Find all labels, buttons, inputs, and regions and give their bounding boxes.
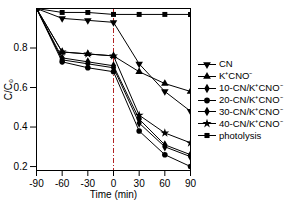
svg-text:-90: -90 bbox=[29, 178, 44, 189]
svg-text:Time (min): Time (min) bbox=[90, 189, 137, 200]
svg-text:C/C₀: C/C₀ bbox=[3, 79, 14, 100]
html-text:30-CN/K⁺CNO⁻: 30-CN/K⁺CNO⁻ bbox=[219, 105, 283, 117]
html-text:K⁺CNO⁻: K⁺CNO⁻ bbox=[219, 70, 253, 82]
svg-text:0.2: 0.2 bbox=[14, 161, 28, 172]
html-text:20-CN/K⁺CNO⁻: 20-CN/K⁺CNO⁻ bbox=[219, 94, 283, 106]
svg-text:0: 0 bbox=[111, 178, 117, 189]
svg-text:-30: -30 bbox=[81, 178, 96, 189]
svg-text:30: 30 bbox=[134, 178, 146, 189]
html-text:photolysis: photolysis bbox=[219, 129, 262, 141]
html-text:40-CN/K⁺CNO⁻: 40-CN/K⁺CNO⁻ bbox=[219, 117, 283, 129]
html-text:CN: CN bbox=[219, 58, 233, 70]
svg-text:0.8: 0.8 bbox=[14, 42, 28, 53]
svg-text:0.4: 0.4 bbox=[14, 121, 28, 132]
html-text:10-CN/K⁺CNO⁻: 10-CN/K⁺CNO⁻ bbox=[219, 82, 283, 94]
svg-text:90: 90 bbox=[185, 178, 197, 189]
svg-text:-60: -60 bbox=[55, 178, 70, 189]
svg-text:60: 60 bbox=[159, 178, 171, 189]
svg-text:0.6: 0.6 bbox=[14, 82, 28, 93]
